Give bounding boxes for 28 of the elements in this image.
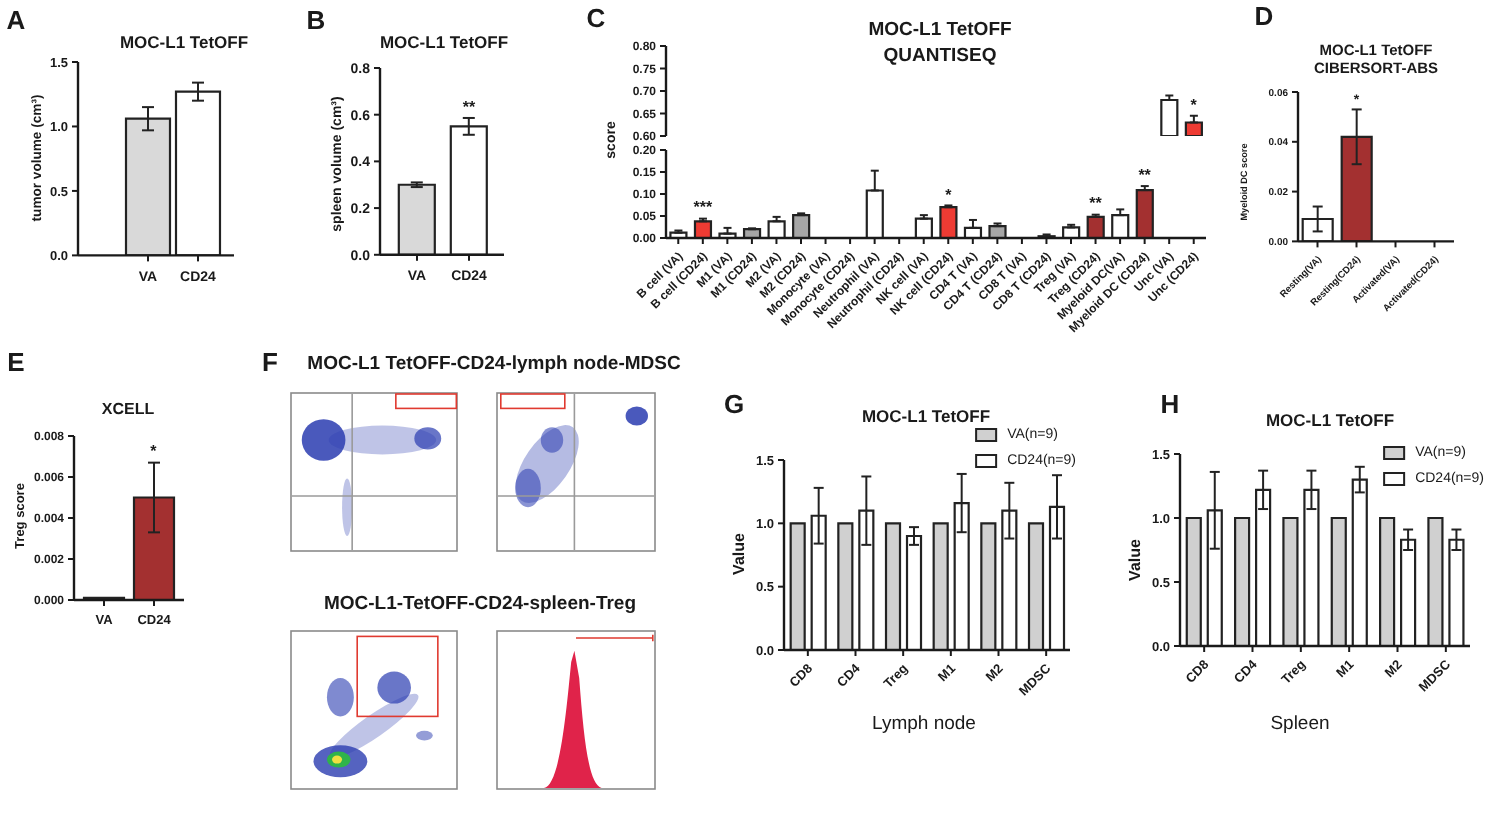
text: E (7, 347, 25, 377)
chart-title: MOC-L1 TetOFF (119, 31, 249, 52)
text: C (586, 3, 606, 33)
chart-title: XCELL (101, 400, 155, 418)
x-axis-title: Spleen (1270, 712, 1330, 735)
text: MOC-L1-TetOFF-CD24-spleen-Treg (323, 592, 637, 615)
annotation: *** (693, 198, 713, 217)
chart-title: MOC-L1 TetOFF (1265, 409, 1395, 430)
annotation: * (150, 442, 157, 461)
annotation: * (1190, 95, 1197, 114)
chart-title: MOC-L1 TetOFF (861, 405, 991, 426)
text: A (6, 5, 26, 35)
text: B (306, 5, 326, 35)
chart-subtitle: QUANTISEQ (883, 44, 997, 67)
text: D (1254, 1, 1274, 31)
chart-title: MOC-L1 TetOFF (379, 31, 509, 52)
y-axis-title: Value (730, 533, 748, 575)
annotation: ** (462, 98, 476, 117)
y-axis-title: Value (1126, 539, 1144, 581)
text: G (723, 389, 745, 419)
annotation: ** (1089, 194, 1102, 213)
annotation: ** (1138, 166, 1151, 185)
text: H (1160, 389, 1180, 419)
chart-title: MOC-L1 TetOFF (868, 18, 1012, 41)
text: F (262, 347, 278, 377)
x-axis-title: Lymph node (872, 712, 976, 735)
annotation: * (945, 185, 952, 204)
text: MOC-L1 TetOFF-CD24-lymph node-MDSC (307, 352, 681, 375)
